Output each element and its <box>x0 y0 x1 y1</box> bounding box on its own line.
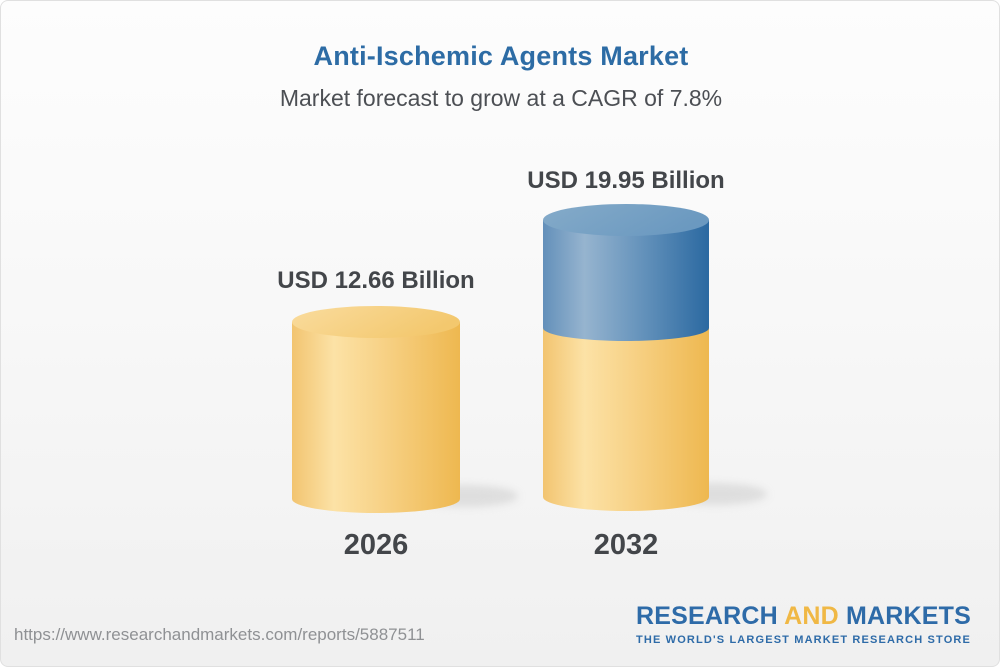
bar-2026-cylinder-body <box>292 322 460 513</box>
logo-tagline: THE WORLD'S LARGEST MARKET RESEARCH STOR… <box>636 634 971 646</box>
logo-word-markets: MARKETS <box>845 602 971 630</box>
category-label-2032: 2032 <box>593 529 659 561</box>
page-subtitle: Market forecast to grow at a CAGR of 7.8… <box>279 85 723 111</box>
bar-2032-cylinder-base-segment <box>543 328 709 511</box>
bar-2026-cylinder-top <box>292 306 460 338</box>
page-title: Anti-Ischemic Agents Market <box>313 41 689 71</box>
bar-2032-cylinder-growth-segment <box>543 220 709 341</box>
report-url-link[interactable]: https://www.researchandmarkets.com/repor… <box>14 625 425 644</box>
bar-2032-cylinder-top <box>543 204 709 236</box>
value-label-2032: USD 19.95 Billion <box>527 167 725 194</box>
logo-wordmark: RESEARCH AND MARKETS <box>636 602 971 631</box>
category-label-2026: 2026 <box>343 529 409 561</box>
logo-word-research: RESEARCH <box>635 602 778 630</box>
research-and-markets-logo: RESEARCH AND MARKETS THE WORLD'S LARGEST… <box>636 602 971 646</box>
value-label-2026: USD 12.66 Billion <box>277 267 475 294</box>
logo-word-and: AND <box>784 602 839 630</box>
